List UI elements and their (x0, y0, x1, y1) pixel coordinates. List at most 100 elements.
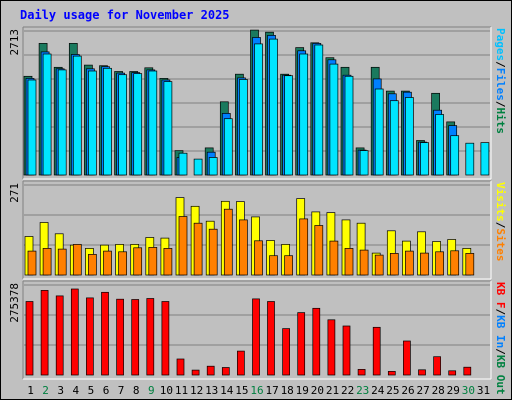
bar-pages-day-1 (27, 79, 37, 176)
bar-sites-day-23 (359, 249, 369, 276)
x-tick-label: 9 (148, 384, 155, 397)
bar-sites-day-6 (103, 250, 112, 276)
bar-kb-f-day-6 (101, 291, 109, 376)
bar-kb-f-day-13 (206, 365, 215, 376)
bar-kb-f-day-28 (433, 356, 441, 376)
bar-sites-day-21 (329, 240, 339, 276)
bar-sites-day-2 (42, 248, 52, 276)
x-tick-label: 3 (57, 384, 64, 397)
bar-pages-day-12 (193, 158, 203, 176)
chart-title: Daily usage for November 2025 (20, 8, 230, 22)
legend-entry: / (494, 101, 507, 108)
bar-pages-day-19 (299, 53, 309, 176)
x-tick-label: 5 (88, 384, 95, 397)
x-tick-label: 1 (27, 384, 34, 397)
bar-kb-f-day-9 (146, 298, 155, 376)
legend-entry: Pages (494, 28, 507, 61)
bar-pages-day-17 (269, 38, 278, 176)
legend-mid: Visits/Sites (494, 182, 507, 262)
bar-pages-day-15 (239, 79, 248, 176)
bar-kb-f-day-15 (237, 350, 245, 376)
x-tick-label: 6 (103, 384, 110, 397)
bar-pages-day-18 (284, 75, 293, 176)
bar-kb-f-day-14 (221, 367, 230, 376)
legend-entry: / (494, 348, 507, 355)
bar-kb-f-day-26 (403, 340, 411, 376)
bar-kb-f-day-18 (282, 328, 290, 376)
bar-pages-day-30 (465, 142, 475, 176)
bar-kb-f-day-24 (372, 326, 381, 376)
bar-kb-f-day-10 (161, 301, 170, 376)
bar-pages-day-4 (72, 55, 82, 176)
bar-sites-day-25 (389, 253, 399, 276)
x-tick-label: 15 (235, 384, 248, 397)
bar-pages-day-27 (420, 142, 429, 176)
x-tick-label: 10 (160, 384, 173, 397)
bar-sites-day-28 (435, 251, 444, 276)
bar-kb-f-day-27 (418, 369, 426, 376)
bar-sites-day-5 (88, 254, 97, 276)
x-tick-label: 28 (432, 384, 445, 397)
x-tick-label: 16 (250, 384, 263, 397)
bar-kb-f-day-17 (267, 301, 275, 376)
bar-kb-f-day-21 (327, 319, 336, 376)
bar-sites-day-9 (148, 247, 158, 276)
bar-pages-day-9 (148, 70, 158, 176)
bar-kb-f-day-1 (25, 301, 34, 376)
bar-pages-day-26 (405, 97, 414, 176)
legend-entry: KB F (494, 282, 507, 309)
x-tick-label: 8 (133, 384, 140, 397)
x-tick-label: 25 (386, 384, 399, 397)
bar-sites-day-24 (374, 254, 384, 276)
bar-sites-day-1 (27, 250, 37, 276)
bar-pages-day-25 (389, 100, 399, 176)
bar-sites-day-22 (344, 248, 354, 276)
legend-entry: Files (494, 68, 507, 101)
bar-sites-day-29 (450, 250, 460, 276)
x-tick-label: 18 (281, 384, 294, 397)
legend-bot: KB F/KB In/KB Out (494, 282, 507, 395)
bar-pages-day-13 (208, 157, 218, 176)
bar-pages-day-31 (480, 142, 490, 176)
legend-entry: / (494, 309, 507, 316)
bar-pages-day-29 (450, 135, 460, 176)
bar-pages-day-7 (118, 74, 127, 176)
legend-entry: Visits (494, 182, 507, 222)
bar-kb-f-day-7 (116, 298, 124, 376)
legend-entry: Sites (494, 228, 507, 261)
bar-kb-f-day-23 (357, 369, 366, 376)
x-tick-label: 19 (296, 384, 309, 397)
x-tick-label: 12 (190, 384, 203, 397)
bar-pages-day-6 (103, 67, 112, 176)
bar-sites-day-26 (405, 250, 414, 276)
bar-kb-f-day-22 (342, 325, 351, 376)
bar-pages-day-28 (435, 114, 444, 176)
bar-kb-f-day-16 (252, 298, 260, 376)
bar-pages-day-22 (344, 75, 354, 176)
x-tick-label: 30 (462, 384, 475, 397)
bar-pages-day-3 (57, 69, 67, 176)
bar-kb-f-day-11 (176, 358, 185, 376)
bar-kb-f-day-29 (448, 370, 457, 376)
bar-sites-day-30 (465, 253, 475, 276)
bar-pages-day-2 (42, 53, 52, 176)
x-tick-label: 2 (42, 384, 49, 397)
x-tick-label: 21 (326, 384, 339, 397)
x-tick-label: 20 (311, 384, 324, 397)
x-tick-label: 23 (356, 384, 369, 397)
bar-pages-day-10 (163, 81, 173, 176)
x-tick-label: 14 (220, 384, 234, 397)
bar-sites-day-11 (178, 216, 188, 276)
bar-sites-day-15 (239, 219, 248, 276)
bar-kb-f-day-25 (387, 371, 396, 376)
x-tick-label: 17 (265, 384, 278, 397)
bar-sites-day-7 (118, 251, 127, 276)
bar-pages-day-23 (359, 150, 369, 176)
bar-sites-day-4 (72, 244, 82, 276)
bar-kb-f-day-19 (297, 312, 306, 376)
x-tick-label: 22 (341, 384, 354, 397)
legend-entry: KB Out (494, 355, 507, 395)
x-tick-label: 31 (477, 384, 490, 397)
bar-kb-f-day-4 (70, 288, 79, 376)
x-tick-label: 4 (72, 384, 79, 397)
